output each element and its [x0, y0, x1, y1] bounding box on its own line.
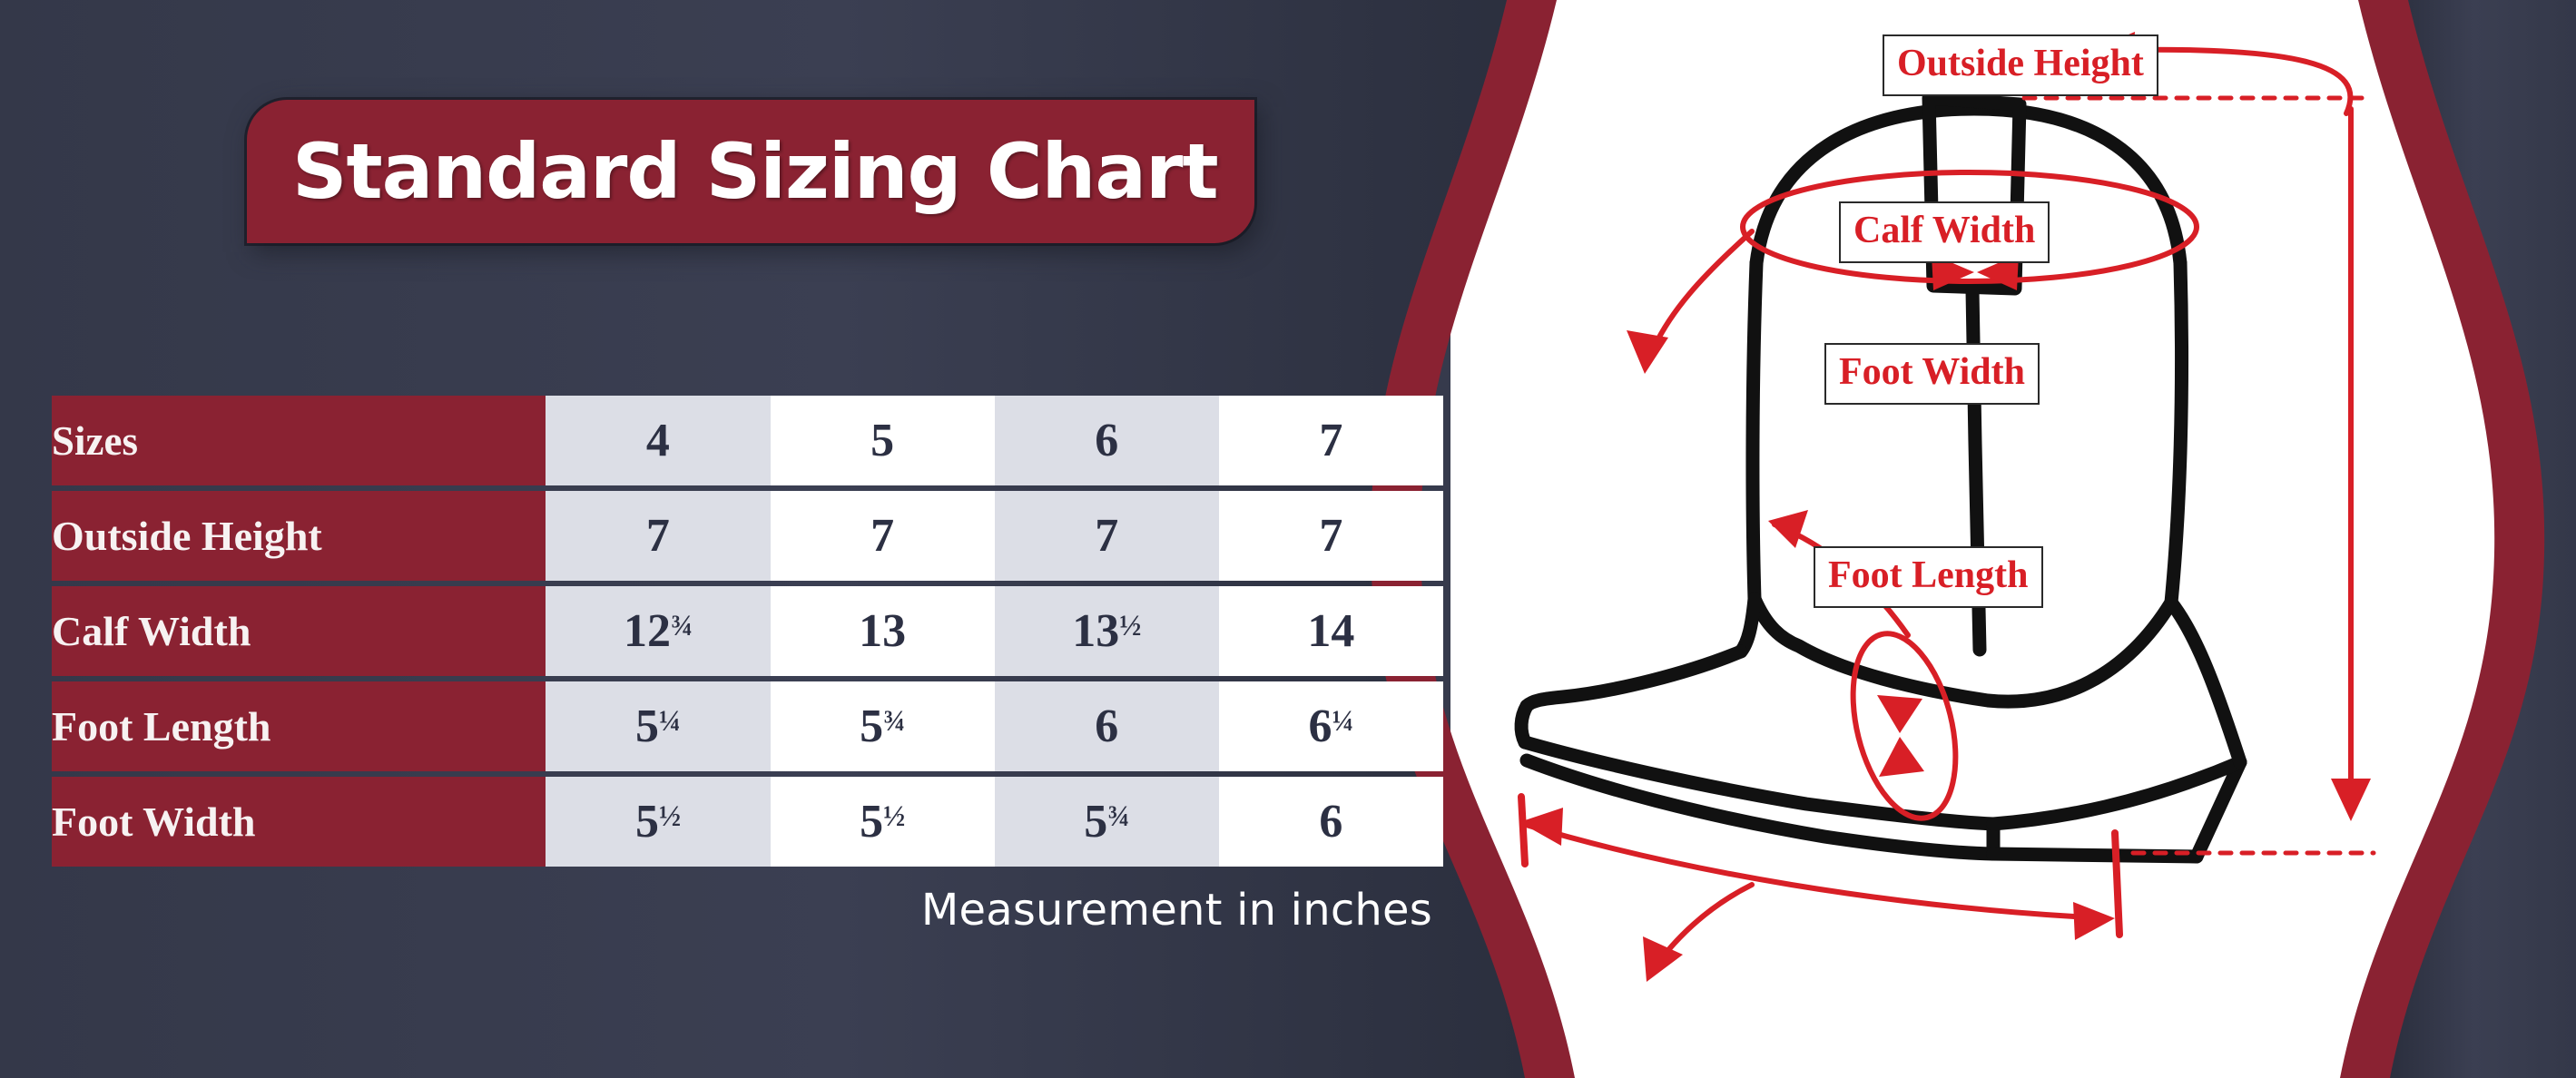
foot-length-left-tick	[1518, 793, 1529, 867]
table-row: Foot Width 5½ 5½ 5¾ 6	[52, 777, 1443, 867]
foot-length-arrowhead-right	[2073, 902, 2115, 940]
measurement-cell: 6	[994, 681, 1219, 771]
row-label: Outside Height	[52, 491, 546, 581]
boot-sole-welt-top	[1518, 735, 2001, 831]
boot-heel-back	[2189, 755, 2247, 864]
measurement-cell: 6	[1218, 777, 1443, 867]
table-header-row: Sizes 4 5 6 7	[52, 396, 1443, 485]
fraction-glyph: ¾	[1107, 799, 1130, 832]
table-row: Foot Length 5¼ 5¾ 6 6¼	[52, 681, 1443, 771]
page-title: Standard Sizing Chart	[292, 127, 1219, 216]
row-label: Sizes	[52, 396, 546, 485]
measurement-cell: 6¼	[1218, 681, 1443, 771]
fraction-glyph: ¼	[658, 703, 681, 737]
boot-shaft-top-arc	[1749, 102, 2188, 270]
measurement-cell: 7	[994, 491, 1219, 581]
foot-width-arrowhead-label	[1768, 510, 1808, 548]
boot-illustration	[1514, 32, 2376, 982]
foot-length-arrowhead-label	[1643, 936, 1683, 982]
boot-shaft-right-side	[2164, 256, 2189, 610]
boot-heel-bottom	[1986, 847, 2204, 864]
label-outside-height: Outside Height	[1883, 34, 2158, 96]
measurement-cell: 7	[546, 491, 771, 581]
fraction-glyph: ½	[1119, 608, 1142, 642]
measurement-cell: 5½	[770, 777, 995, 867]
boot-back-counter	[2164, 595, 2247, 769]
measurement-cell: 12¾	[546, 586, 771, 676]
calf-width-arrowhead-left	[1932, 254, 1974, 290]
label-foot-length: Foot Length	[1814, 546, 2043, 608]
size-header-cell: 4	[546, 396, 771, 485]
boot-shaft-left-side	[1745, 256, 1764, 606]
measurement-cell: 5½	[546, 777, 771, 867]
foot-length-arrowhead-left	[1519, 808, 1563, 846]
foot-length-right-tick	[2111, 829, 2123, 938]
measurement-cell: 7	[770, 491, 995, 581]
boot-vamp-left-notch	[1734, 592, 1762, 659]
size-header-cell: 5	[770, 396, 995, 485]
boot-heel-top	[1986, 755, 2247, 831]
label-foot-width: Foot Width	[1824, 343, 2040, 405]
measurement-unit-caption: Measurement in inches	[920, 885, 1432, 936]
measurement-annotations	[1518, 46, 2376, 974]
sizing-table: Sizes 4 5 6 7 Outside Height 7 7 7 7 Calf Width 12¾…	[52, 390, 1443, 872]
foot-width-arrowhead-down	[1877, 695, 1922, 733]
measurement-cell: 14	[1218, 586, 1443, 676]
row-label: Foot Length	[52, 681, 546, 771]
measurement-cell: 13	[770, 586, 995, 676]
measurement-cell: 7	[1218, 491, 1443, 581]
boot-sole-bottom	[1519, 753, 2001, 861]
label-calf-width: Calf Width	[1839, 201, 2050, 263]
fraction-glyph: ¾	[883, 703, 905, 737]
boot-diagram: Outside Height Calf Width Foot Width Foo…	[1480, 0, 2576, 1078]
row-label: Calf Width	[52, 586, 546, 676]
fraction-glyph: ½	[658, 799, 681, 832]
calf-width-ellipse	[1740, 170, 2199, 284]
row-label: Foot Width	[52, 777, 546, 867]
arrowheads	[1519, 32, 2371, 982]
table-row: Outside Height 7 7 7 7	[52, 491, 1443, 581]
calf-width-arrowhead-label	[1627, 330, 1668, 374]
calf-width-arrowhead-right	[1977, 254, 2019, 290]
outside-height-arrowhead-down	[2331, 779, 2371, 821]
outside-height-leader	[2112, 46, 2354, 116]
foot-width-arrowhead-up	[1879, 737, 1924, 777]
boot-toe-top	[1519, 644, 1748, 713]
title-banner: Standard Sizing Chart	[247, 100, 1254, 243]
table-row: Calf Width 12¾ 13 13½ 14	[52, 586, 1443, 676]
right-dark-wave	[2390, 0, 2576, 1078]
fraction-glyph: ½	[883, 799, 905, 832]
measurement-cell: 5¾	[994, 777, 1219, 867]
foot-length-line	[1520, 821, 2109, 921]
size-header-cell: 7	[1218, 396, 1443, 485]
size-header-cell: 6	[994, 396, 1219, 485]
measurement-cell: 13½	[994, 586, 1219, 676]
fraction-glyph: ¾	[670, 608, 693, 642]
foot-width-ellipse	[1850, 631, 1959, 821]
fraction-glyph: ¼	[1332, 703, 1354, 737]
boot-instep-curve	[1747, 592, 2178, 709]
measurement-cell: 5¾	[770, 681, 995, 771]
sizing-table-body: Sizes 4 5 6 7 Outside Height 7 7 7 7 Calf Width 12¾…	[52, 396, 1443, 867]
measurement-cell: 5¼	[546, 681, 771, 771]
